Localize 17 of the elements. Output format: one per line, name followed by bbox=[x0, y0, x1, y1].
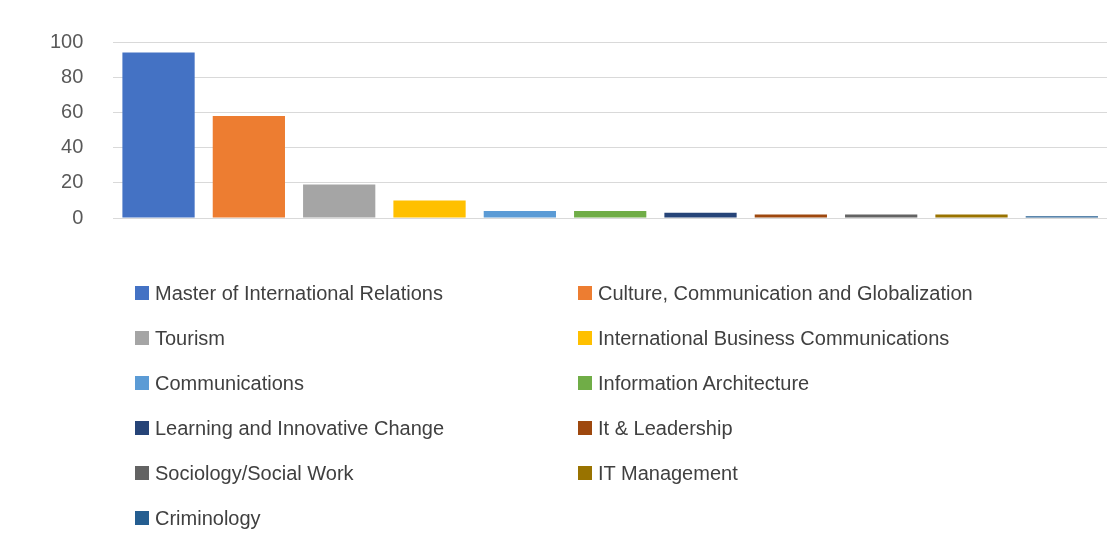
legend-label: Learning and Innovative Change bbox=[155, 416, 445, 440]
y-tick-label: 100 bbox=[49, 29, 84, 52]
y-tick-label: 60 bbox=[61, 99, 84, 122]
y-tick-label: 80 bbox=[61, 64, 84, 87]
legend-label: It & Leadership bbox=[598, 416, 733, 440]
legend-label: Culture, Communication and Globalization bbox=[598, 281, 973, 305]
legend-label: Master of International Relations bbox=[155, 281, 443, 305]
legend-label: Communications bbox=[155, 371, 304, 395]
legend-label: Information Architecture bbox=[598, 371, 810, 395]
legend-label: International Business Communications bbox=[598, 326, 950, 350]
legend-label: Sociology/Social Work bbox=[155, 461, 354, 485]
legend-label: IT Management bbox=[598, 461, 738, 485]
legend-label: Criminology bbox=[155, 506, 261, 530]
legend-label: Tourism bbox=[155, 326, 226, 350]
y-tick-label: 20 bbox=[61, 170, 84, 193]
y-tick-label: 0 bbox=[72, 205, 84, 228]
y-tick-label: 40 bbox=[61, 135, 84, 158]
